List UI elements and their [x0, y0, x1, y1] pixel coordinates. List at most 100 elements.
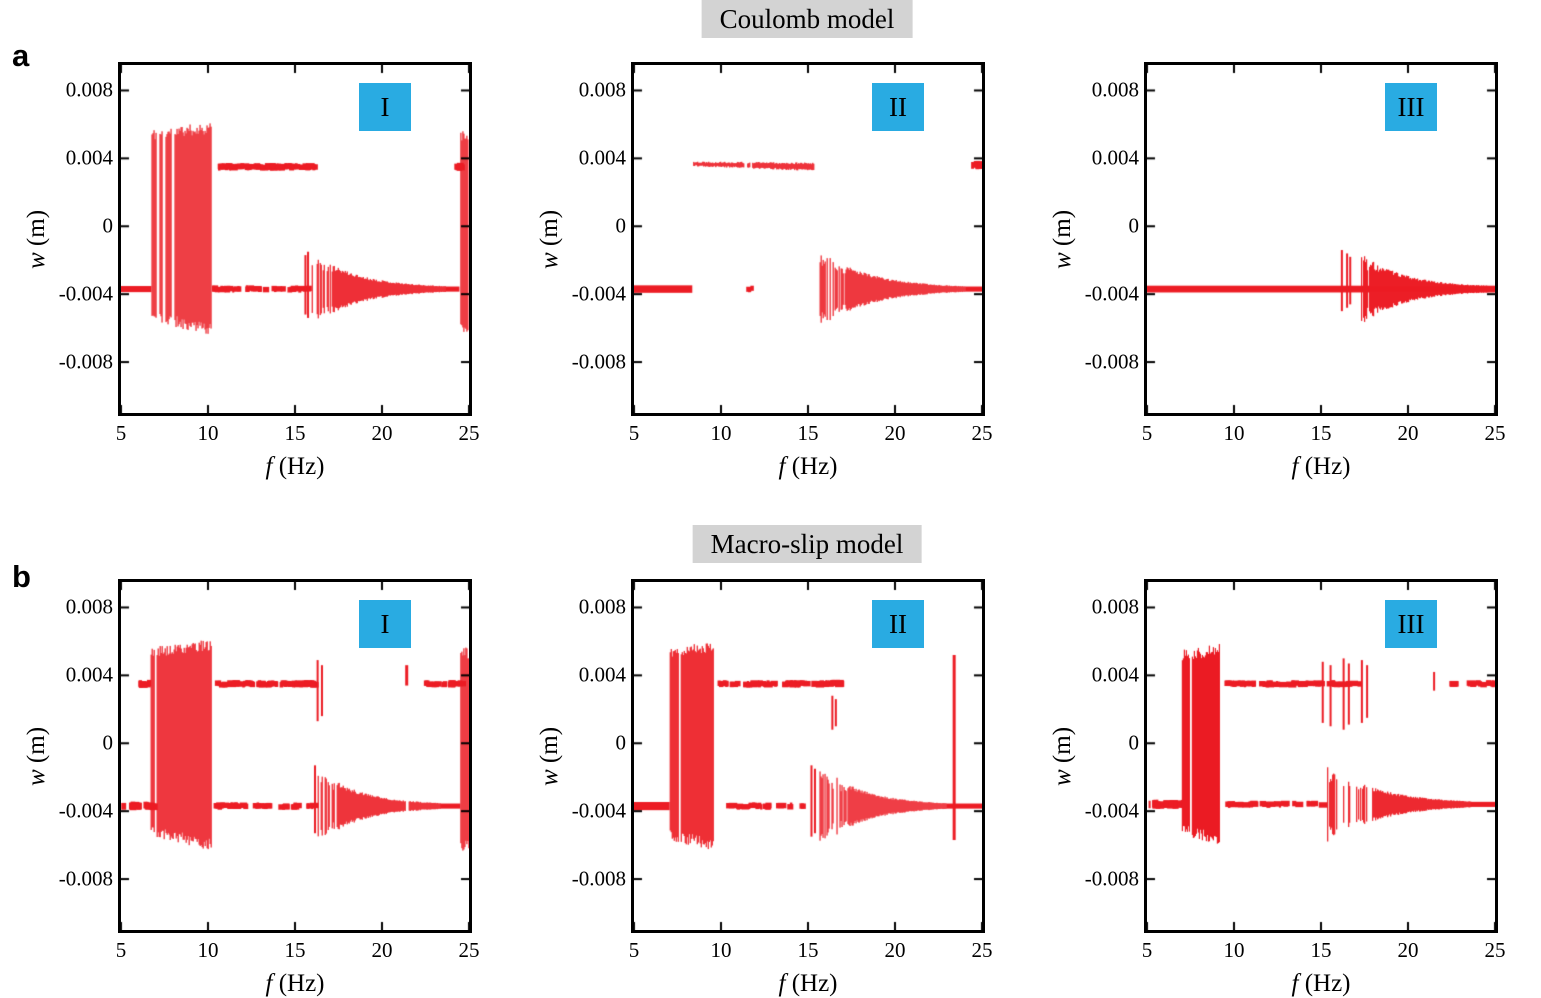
y-tick-label: -0.008 — [58, 866, 113, 891]
bifurcation-diagram-canvas — [1147, 582, 1495, 930]
x-axis-label: f (Hz) — [1147, 970, 1495, 998]
x-tick-label: 20 — [371, 938, 393, 962]
panel-badge-label: I — [380, 609, 390, 639]
x-tick-label: 20 — [884, 938, 906, 962]
panel-macroslip-II: II w (m) f (Hz) 5 10 15 20 25 0.008 0.004 0 -0.0… — [513, 579, 1026, 998]
x-axis-unit: (Hz) — [1298, 453, 1351, 480]
x-tick-label: 15 — [797, 421, 819, 445]
x-tick-label: 15 — [1310, 938, 1332, 962]
x-axis-variable: f — [778, 453, 786, 480]
bifurcation-diagram-canvas — [121, 65, 469, 413]
y-tick-label: 0 — [1128, 213, 1140, 238]
panel-badge-label: III — [1397, 92, 1425, 122]
x-axis-unit: (Hz) — [272, 970, 325, 997]
panel-badge: I — [359, 83, 411, 131]
y-tick-label: -0.004 — [58, 798, 113, 823]
x-tick-label: 10 — [710, 938, 732, 962]
panel-badge: III — [1385, 600, 1437, 648]
x-tick-label: 25 — [971, 938, 993, 962]
x-tick-label: 20 — [1397, 421, 1419, 445]
x-axis-variable: f — [265, 970, 273, 997]
y-tick-label: -0.004 — [58, 281, 113, 306]
plot-macroslip-II: II w (m) f (Hz) 5 10 15 20 25 0.008 0.004 0 -0.0… — [536, 579, 993, 997]
panel-macroslip-III: III w (m) f (Hz) 5 10 15 20 25 0.008 0.004 0 -0.… — [1026, 579, 1539, 998]
x-tick-label: 10 — [710, 421, 732, 445]
y-tick-label: -0.008 — [571, 349, 626, 374]
y-tick-label: 0.004 — [578, 662, 626, 687]
panel-badge-label: I — [380, 92, 390, 122]
x-tick-label: 10 — [197, 938, 219, 962]
x-tick-label: 15 — [284, 421, 306, 445]
y-tick-label: -0.004 — [1084, 798, 1139, 823]
x-axis-label: f (Hz) — [121, 453, 469, 481]
x-tick-label: 20 — [884, 421, 906, 445]
panel-badge: I — [359, 600, 411, 648]
y-tick-label: -0.008 — [1084, 349, 1139, 374]
bifurcation-diagram-canvas — [121, 582, 469, 930]
x-axis-unit: (Hz) — [785, 453, 838, 480]
x-tick-label: 5 — [628, 938, 640, 962]
x-tick-label: 20 — [1397, 938, 1419, 962]
x-tick-label: 5 — [1141, 938, 1153, 962]
x-tick-label: 5 — [115, 938, 127, 962]
y-axis-variable: w — [536, 251, 563, 269]
y-tick-label: 0.004 — [65, 662, 113, 687]
y-tick-label: 0.008 — [578, 594, 626, 619]
panel-badge-label: III — [1397, 609, 1425, 639]
y-tick-label: 0.004 — [65, 145, 113, 170]
x-tick-label: 5 — [628, 421, 640, 445]
panels-row-a: I w (m) f (Hz) 5 10 15 20 25 0.008 0.004 0 -0.00… — [0, 62, 1541, 492]
x-tick-label: 25 — [971, 421, 993, 445]
x-tick-label: 25 — [1484, 421, 1506, 445]
y-tick-label: -0.008 — [571, 866, 626, 891]
x-axis-unit: (Hz) — [785, 970, 838, 997]
y-tick-label: 0 — [615, 213, 627, 238]
panel-badge: II — [872, 600, 924, 648]
y-tick-label: -0.008 — [1084, 866, 1139, 891]
y-tick-label: 0 — [1128, 730, 1140, 755]
x-tick-label: 10 — [197, 421, 219, 445]
panel-coulomb-II: II w (m) f (Hz) 5 10 15 20 25 0.008 0.004 0 -0.0… — [513, 62, 1026, 492]
y-tick-label: 0.004 — [1091, 662, 1139, 687]
x-axis-variable: f — [265, 453, 273, 480]
x-tick-label: 15 — [284, 938, 306, 962]
x-tick-label: 15 — [1310, 421, 1332, 445]
panels-row-b: I w (m) f (Hz) 5 10 15 20 25 0.008 0.004 0 -0.00… — [0, 579, 1541, 998]
x-tick-label: 15 — [797, 938, 819, 962]
x-axis-unit: (Hz) — [272, 453, 325, 480]
plot-macroslip-I: I w (m) f (Hz) 5 10 15 20 25 0.008 0.004 0 -0.00… — [23, 579, 480, 997]
y-tick-label: 0.008 — [1091, 77, 1139, 102]
plot-macroslip-III: III w (m) f (Hz) 5 10 15 20 25 0.008 0.004 0 -0.… — [1049, 579, 1506, 997]
x-axis-label: f (Hz) — [634, 970, 982, 998]
x-tick-label: 10 — [1223, 421, 1245, 445]
y-tick-label: 0.008 — [1091, 594, 1139, 619]
x-axis-unit: (Hz) — [1298, 970, 1351, 997]
x-axis-label: f (Hz) — [1147, 453, 1495, 481]
y-tick-label: -0.004 — [571, 281, 626, 306]
plot-coulomb-I: I w (m) f (Hz) 5 10 15 20 25 0.008 0.004 0 -0.00… — [23, 62, 480, 480]
y-tick-label: -0.004 — [1084, 281, 1139, 306]
bifurcation-diagram-canvas — [1147, 65, 1495, 413]
panel-coulomb-III: III w (m) f (Hz) 5 10 15 20 25 0.008 0.004 0 -0.… — [1026, 62, 1539, 492]
subfigure-label-b: b — [12, 559, 31, 594]
plot-coulomb-III: III w (m) f (Hz) 5 10 15 20 25 0.008 0.004 0 -0.… — [1049, 62, 1506, 480]
x-tick-label: 25 — [1484, 938, 1506, 962]
x-tick-label: 25 — [458, 938, 480, 962]
x-axis-variable: f — [1291, 453, 1299, 480]
y-tick-label: 0.008 — [578, 77, 626, 102]
x-tick-label: 25 — [458, 421, 480, 445]
x-tick-label: 20 — [371, 421, 393, 445]
panel-coulomb-I: I w (m) f (Hz) 5 10 15 20 25 0.008 0.004 0 -0.00… — [0, 62, 513, 492]
bifurcation-diagram-canvas — [634, 582, 982, 930]
panel-macroslip-I: I w (m) f (Hz) 5 10 15 20 25 0.008 0.004 0 -0.00… — [0, 579, 513, 998]
bifurcation-diagram-canvas — [634, 65, 982, 413]
y-tick-label: -0.004 — [571, 798, 626, 823]
panel-badge: II — [872, 83, 924, 131]
x-axis-variable: f — [778, 970, 786, 997]
y-axis-variable: w — [1049, 768, 1076, 786]
y-tick-label: 0 — [102, 213, 114, 238]
x-axis-label: f (Hz) — [634, 453, 982, 481]
y-tick-label: 0 — [102, 730, 114, 755]
x-tick-label: 5 — [115, 421, 127, 445]
